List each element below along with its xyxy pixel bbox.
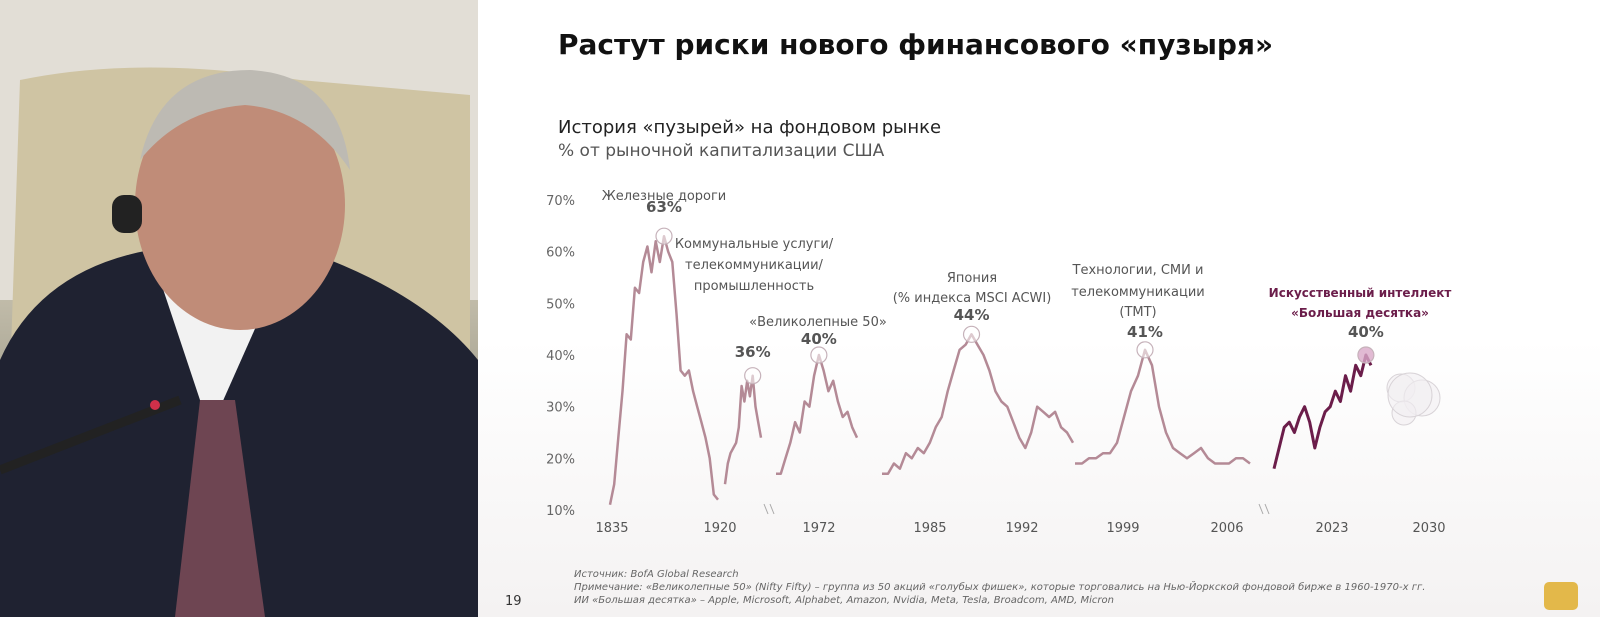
head: [135, 80, 345, 330]
series-caption: телекоммуникации/: [685, 258, 824, 273]
slide-title: Растут риски нового финансового «пузыря»: [558, 28, 1274, 61]
x-tick-label: 2030: [1412, 521, 1445, 536]
series-caption: Япония: [947, 271, 997, 286]
series-caption: (% индекса MSCI ACWI): [893, 291, 1052, 306]
axis-break-mark: [1264, 503, 1270, 515]
y-tick-label: 50%: [546, 297, 575, 312]
series-caption: промышленность: [694, 279, 814, 294]
series-caption: Коммунальные услуги/: [675, 237, 834, 252]
hair: [140, 70, 350, 170]
footnote-note: Примечание: «Великолепные 50» (Nifty Fif…: [574, 582, 1426, 593]
series-line: [882, 333, 1075, 476]
chart-subtitle: % от рыночной капитализации США: [558, 141, 885, 161]
x-tick-label: 1992: [1005, 521, 1038, 536]
bubble-history-chart: 10% 20% 30% 40% 50% 60% 70% 1835 1920 1972 1985 199…: [546, 189, 1452, 536]
y-tick-label: 70%: [546, 194, 575, 209]
x-tick-label: 1920: [703, 521, 736, 536]
peak-value-label: 63%: [646, 198, 682, 216]
peak-marker: [655, 227, 673, 245]
footnote-source: Источник: BofA Global Research: [574, 569, 739, 580]
peak-marker: [1357, 346, 1375, 364]
series-caption: Технологии, СМИ и: [1072, 263, 1204, 278]
y-tick-label: 10%: [546, 504, 575, 519]
x-tick-label: 1985: [913, 521, 946, 536]
peak-value-label: 44%: [954, 306, 990, 324]
y-tick-label: 40%: [546, 349, 575, 364]
company-logo-icon: [1544, 582, 1578, 610]
microphone-light: [150, 400, 160, 410]
y-tick-label: 30%: [546, 401, 575, 416]
peak-marker: [962, 325, 981, 343]
footnote-ai-list: ИИ «Большая десятка» – Apple, Microsoft,…: [574, 595, 1114, 606]
y-tick-label: 20%: [546, 452, 575, 467]
headphone: [112, 195, 142, 233]
axis-break-mark: [769, 503, 775, 515]
series-caption: Железные дороги: [602, 189, 727, 204]
presentation-slide: Растут риски нового финансового «пузыря»…: [478, 0, 1600, 617]
series-line: [776, 353, 859, 476]
peak-marker: [810, 346, 828, 364]
peak-value-label: 40%: [801, 330, 837, 348]
series-line: [723, 374, 763, 485]
x-tick-label: 1835: [595, 521, 628, 536]
series-line: [608, 234, 719, 506]
peak-marker: [744, 367, 762, 385]
slide-number: 19: [505, 594, 522, 609]
chart-title: История «пузырей» на фондовом рынке: [558, 117, 942, 138]
speaker-illustration: [0, 0, 478, 617]
speaker-video: [0, 0, 478, 617]
x-tick-label: 2023: [1315, 521, 1348, 536]
series-caption: Искусственный интеллект: [1269, 286, 1452, 300]
peak-marker: [1136, 341, 1154, 359]
peak-value-label: 36%: [735, 343, 771, 361]
series-caption: телекоммуникации: [1071, 285, 1205, 300]
x-tick-label: 2006: [1210, 521, 1243, 536]
tie: [175, 400, 265, 617]
series-line: [1075, 348, 1251, 465]
axis-break-mark: [1258, 503, 1264, 515]
series-line: [1272, 353, 1373, 470]
series-caption: (ТМТ): [1119, 305, 1156, 320]
footnotes: Источник: BofA Global Research Примечани…: [574, 568, 1574, 607]
series-caption: «Большая десятка»: [1291, 306, 1429, 320]
x-tick-label: 1972: [802, 521, 835, 536]
x-tick-label: 1999: [1106, 521, 1139, 536]
peak-value-label: 40%: [1348, 323, 1384, 341]
axis-break-mark: [763, 503, 769, 515]
series-caption: «Великолепные 50»: [749, 315, 887, 330]
y-tick-label: 60%: [546, 246, 575, 261]
bubble-decoration: [1387, 372, 1433, 418]
peak-value-label: 41%: [1127, 323, 1163, 341]
microphone-stand: [0, 395, 182, 475]
